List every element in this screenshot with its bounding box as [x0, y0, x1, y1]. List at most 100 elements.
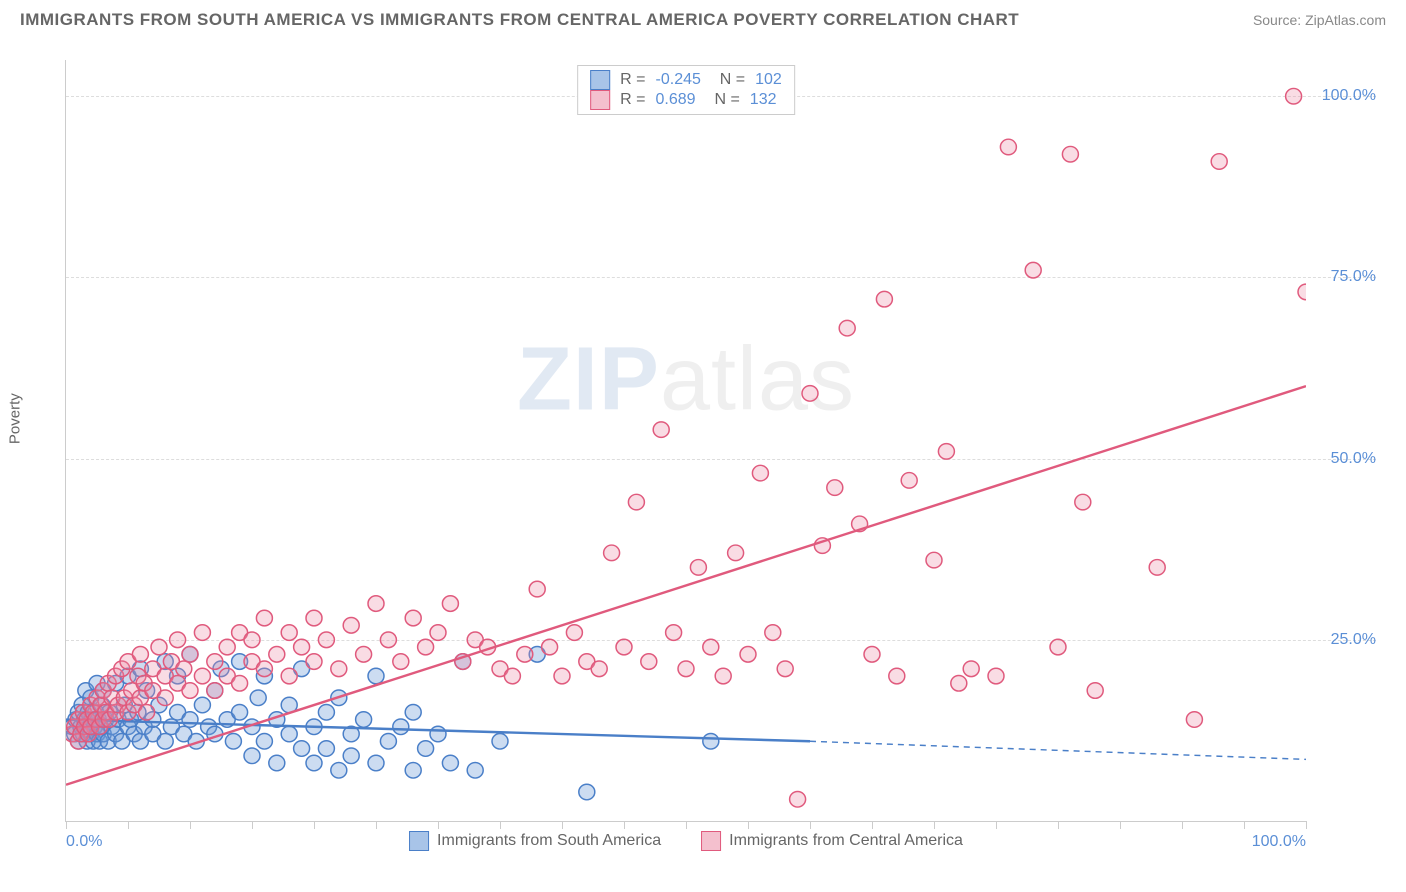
- plot-area: ZIPatlas R = -0.245 N = 102 R = 0.689 N …: [65, 60, 1306, 822]
- data-point: [641, 654, 657, 670]
- data-point: [225, 733, 241, 749]
- data-point: [393, 719, 409, 735]
- data-point: [802, 386, 818, 402]
- data-point: [715, 668, 731, 684]
- data-point: [132, 647, 148, 663]
- x-tick: [1182, 821, 1183, 829]
- data-point: [368, 668, 384, 684]
- data-point: [318, 632, 334, 648]
- data-point: [194, 697, 210, 713]
- data-point: [393, 654, 409, 670]
- data-point: [368, 596, 384, 612]
- legend-label: Immigrants from Central America: [729, 832, 963, 850]
- x-tick: [314, 821, 315, 829]
- data-point: [306, 755, 322, 771]
- data-point: [405, 762, 421, 778]
- data-point: [1087, 683, 1103, 699]
- data-point: [281, 625, 297, 641]
- legend-row: R = -0.245 N = 102: [590, 70, 782, 90]
- data-point: [256, 661, 272, 677]
- data-point: [207, 683, 223, 699]
- data-point: [1050, 639, 1066, 655]
- chart-title: IMMIGRANTS FROM SOUTH AMERICA VS IMMIGRA…: [20, 10, 1019, 30]
- x-tick: [438, 821, 439, 829]
- y-tick-label: 75.0%: [1316, 268, 1376, 286]
- y-tick-label: 50.0%: [1316, 450, 1376, 468]
- data-point: [752, 465, 768, 481]
- data-point: [182, 647, 198, 663]
- legend-r-value: 0.689: [656, 91, 696, 109]
- data-point: [250, 690, 266, 706]
- legend-label: Immigrants from South America: [437, 832, 661, 850]
- data-point: [418, 639, 434, 655]
- data-point: [765, 625, 781, 641]
- data-point: [380, 632, 396, 648]
- data-point: [306, 610, 322, 626]
- data-point: [864, 647, 880, 663]
- legend-swatch-series1: [409, 831, 429, 851]
- x-tick: [996, 821, 997, 829]
- data-point: [591, 661, 607, 677]
- data-point: [963, 661, 979, 677]
- data-point: [604, 545, 620, 561]
- x-tick: [1306, 821, 1307, 829]
- x-tick: [252, 821, 253, 829]
- data-point: [356, 647, 372, 663]
- data-point: [938, 444, 954, 460]
- data-point: [294, 639, 310, 655]
- legend-n-value: 132: [750, 91, 777, 109]
- x-tick: [190, 821, 191, 829]
- legend-swatch-series2: [590, 90, 610, 110]
- data-point: [579, 784, 595, 800]
- x-tick: [810, 821, 811, 829]
- data-point: [690, 560, 706, 576]
- data-point: [306, 654, 322, 670]
- data-point: [1000, 139, 1016, 155]
- data-point: [666, 625, 682, 641]
- data-point: [988, 668, 1004, 684]
- x-tick: [1244, 821, 1245, 829]
- data-point: [139, 705, 155, 721]
- chart-container: Poverty ZIPatlas R = -0.245 N = 102 R = …: [20, 50, 1386, 872]
- data-point: [653, 422, 669, 438]
- data-point: [1025, 262, 1041, 278]
- x-tick: [128, 821, 129, 829]
- data-point: [281, 726, 297, 742]
- data-point: [430, 726, 446, 742]
- data-point: [294, 741, 310, 757]
- data-point: [343, 618, 359, 634]
- data-point: [492, 733, 508, 749]
- data-point: [504, 668, 520, 684]
- legend-r-value: -0.245: [656, 71, 701, 89]
- x-tick: [686, 821, 687, 829]
- data-point: [839, 320, 855, 336]
- data-point: [442, 755, 458, 771]
- data-point: [405, 610, 421, 626]
- x-tick: [1120, 821, 1121, 829]
- x-tick: [872, 821, 873, 829]
- data-point: [1062, 146, 1078, 162]
- x-tick: [934, 821, 935, 829]
- legend-n-label: N =: [706, 91, 740, 109]
- x-tick: [562, 821, 563, 829]
- data-point: [194, 625, 210, 641]
- data-point: [566, 625, 582, 641]
- trend-line: [66, 386, 1306, 785]
- data-point: [554, 668, 570, 684]
- data-point: [628, 494, 644, 510]
- legend-item: Immigrants from Central America: [701, 831, 963, 851]
- data-point: [405, 705, 421, 721]
- data-point: [1286, 88, 1302, 104]
- data-point: [889, 668, 905, 684]
- data-point: [356, 712, 372, 728]
- x-tick: [1058, 821, 1059, 829]
- y-axis-label: Poverty: [7, 393, 24, 444]
- data-point: [467, 762, 483, 778]
- data-point: [616, 639, 632, 655]
- data-point: [703, 639, 719, 655]
- x-tick-label: 0.0%: [66, 833, 102, 851]
- data-point: [1149, 560, 1165, 576]
- data-point: [703, 733, 719, 749]
- legend-r-label: R =: [620, 91, 645, 109]
- data-point: [442, 596, 458, 612]
